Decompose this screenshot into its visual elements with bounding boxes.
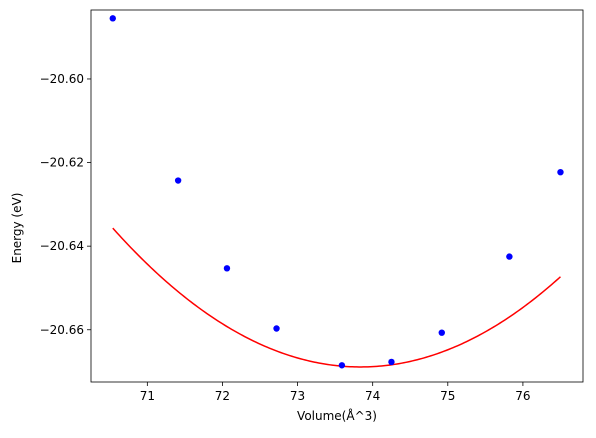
data-point — [174, 177, 182, 184]
y-axis-label: Energy (eV) — [10, 193, 24, 264]
x-tick-label: 73 — [290, 389, 305, 403]
data-point — [388, 358, 395, 366]
data-point — [557, 168, 564, 176]
axes-frame — [90, 9, 584, 383]
data-point — [109, 15, 116, 22]
x-tick-label: 72 — [215, 389, 230, 403]
y-tick-label: −20.62 — [40, 156, 84, 170]
plot-area — [109, 15, 564, 369]
y-tick-label: −20.64 — [40, 239, 84, 253]
x-tick-label: 74 — [365, 389, 380, 403]
fit-curve-line — [112, 227, 561, 368]
data-point — [223, 265, 231, 272]
y-tick-label: −20.66 — [40, 323, 84, 337]
data-point — [273, 325, 280, 332]
data-point — [338, 362, 346, 369]
axes: 71 72 73 74 75 76 −20.60 −20.62 −20.64 −20.66 — [40, 9, 584, 403]
x-tick-label: 75 — [440, 389, 455, 403]
x-tick-label: 71 — [140, 389, 155, 403]
y-tick-label: −20.60 — [40, 72, 84, 86]
data-point — [506, 253, 513, 260]
data-point — [438, 329, 445, 336]
x-axis-label: Volume(Å^3) — [297, 408, 377, 423]
x-tick-label: 76 — [515, 389, 530, 403]
